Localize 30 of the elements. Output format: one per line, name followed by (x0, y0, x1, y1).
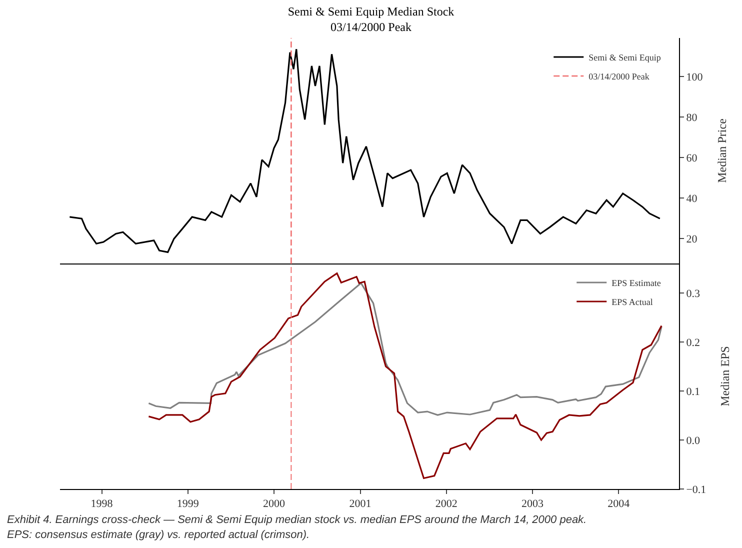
y-tick-label: 0.2 (686, 336, 700, 349)
legend-label: 03/14/2000 Peak (588, 72, 650, 82)
line-series (148, 272, 662, 480)
line-series (68, 48, 661, 253)
y-tick-label: −0.1 (686, 484, 706, 496)
x-tick-label: 2001 (349, 498, 372, 510)
y-tick-label: 100 (686, 71, 704, 84)
x-tick-label: 2003 (522, 498, 544, 510)
legend-label: EPS Estimate (612, 278, 661, 288)
x-tick-label: 1998 (90, 498, 114, 510)
y-tick-label: 0.0 (686, 434, 700, 447)
chart-title: Semi & Semi Equip Median Stock (288, 4, 454, 18)
x-tick-label: 2004 (608, 498, 630, 510)
legend-label: Semi & Semi Equip (588, 52, 662, 63)
y-tick-label: 0.3 (686, 288, 700, 300)
legend-label: EPS Actual (612, 297, 654, 308)
y-tick-label: 80 (686, 112, 698, 124)
x-tick-label: 2000 (262, 498, 286, 510)
x-tick-label: 1999 (176, 498, 200, 510)
text: Exhibit 4. Earnings cross-check — Semi & Semi Equip median stock vs. median EPS around the March 14, 2000 peak. (7, 514, 587, 526)
x-tick-label: 2002 (435, 498, 458, 510)
y-tick-label: 0.1 (686, 386, 700, 398)
line-series (148, 282, 662, 416)
text: EPS: consensus estimate (gray) vs. reported actual (crimson). (7, 529, 310, 541)
y-axis-title: Median EPS (718, 346, 732, 406)
chart-subtitle: 03/14/2000 Peak (330, 20, 412, 34)
y-axis-title: Median Price (715, 118, 730, 183)
y-tick-label: 40 (686, 192, 698, 205)
y-tick-label: 60 (686, 152, 698, 164)
y-tick-label: 20 (686, 233, 698, 246)
